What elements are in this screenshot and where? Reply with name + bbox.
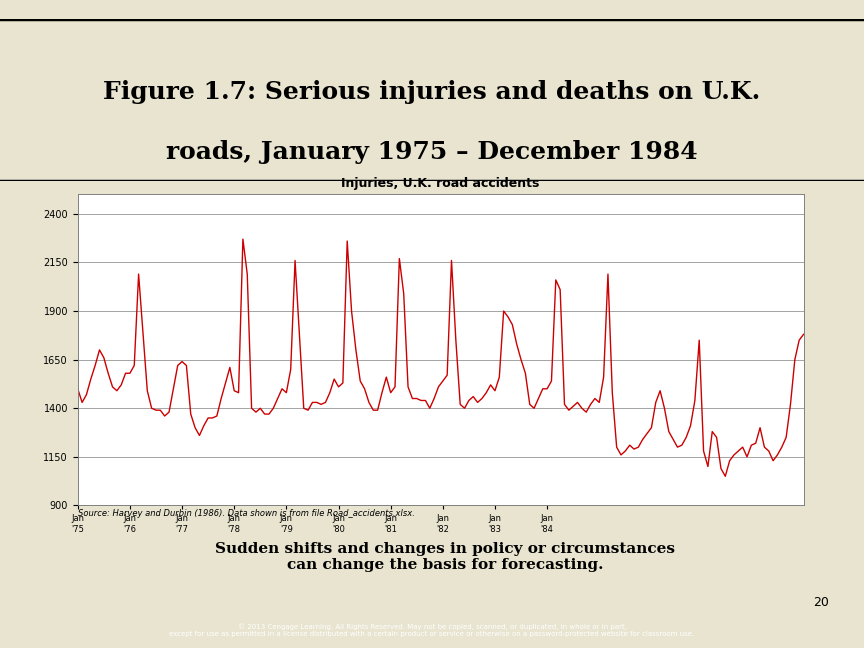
Text: Source: Harvey and Durbin (1986). Data shown is from file Road_accidents.xlsx.: Source: Harvey and Durbin (1986). Data s… xyxy=(78,509,415,518)
Text: roads, January 1975 – December 1984: roads, January 1975 – December 1984 xyxy=(166,140,698,165)
Text: © 2013 Cengage Learning. All Rights Reserved. May not be copied, scanned, or dup: © 2013 Cengage Learning. All Rights Rese… xyxy=(169,623,695,637)
Text: Sudden shifts and changes in policy or circumstances
can change the basis for fo: Sudden shifts and changes in policy or c… xyxy=(215,542,675,572)
Text: 20: 20 xyxy=(814,596,829,609)
Title: Injuries, U.K. road accidents: Injuries, U.K. road accidents xyxy=(341,178,540,191)
Text: Figure 1.7: Serious injuries and deaths on U.K.: Figure 1.7: Serious injuries and deaths … xyxy=(104,80,760,104)
